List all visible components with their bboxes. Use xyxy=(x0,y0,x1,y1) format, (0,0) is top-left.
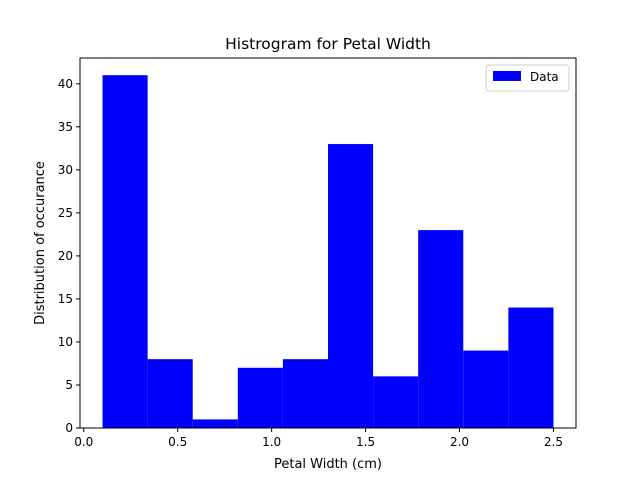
histogram-bar xyxy=(463,350,509,428)
x-tick-label: 0.5 xyxy=(168,435,187,449)
histogram-bar xyxy=(508,307,554,428)
y-tick-label: 35 xyxy=(58,120,73,134)
y-axis-ticks: 0 5 10 15 20 25 30 35 40 xyxy=(58,77,80,435)
legend-swatch xyxy=(493,71,521,81)
histogram-bar xyxy=(328,144,374,428)
histogram-bar xyxy=(102,75,148,429)
histogram-bar xyxy=(418,230,464,428)
legend: Data xyxy=(485,64,570,92)
legend-label: Data xyxy=(530,70,559,84)
x-tick-label: 2.0 xyxy=(450,435,469,449)
histogram-bar xyxy=(237,367,283,428)
y-tick-label: 10 xyxy=(58,335,73,349)
y-tick-label: 40 xyxy=(58,77,73,91)
bars-group xyxy=(102,75,554,429)
y-tick-label: 20 xyxy=(58,249,73,263)
x-tick-label: 1.5 xyxy=(356,435,375,449)
y-tick-label: 15 xyxy=(58,292,73,306)
plot-frame xyxy=(79,57,577,429)
x-tick-label: 1.0 xyxy=(262,435,281,449)
y-tick-label: 30 xyxy=(58,163,73,177)
x-axis-ticks: 0.0 0.5 1.0 1.5 2.0 2.5 xyxy=(74,428,563,449)
y-tick-label: 5 xyxy=(65,378,73,392)
histogram-bar xyxy=(147,359,193,428)
x-tick-label: 2.5 xyxy=(544,435,563,449)
chart-title: Histrogram for Petal Width xyxy=(225,35,431,53)
histogram-bar xyxy=(192,419,238,428)
y-tick-label: 0 xyxy=(65,421,73,435)
histogram-bar xyxy=(282,359,328,428)
x-axis-label: Petal Width (cm) xyxy=(274,457,382,472)
x-tick-label: 0.0 xyxy=(74,435,93,449)
y-tick-label: 25 xyxy=(58,206,73,220)
histogram-bar xyxy=(373,376,419,428)
y-axis-label: Distribution of occurance xyxy=(33,161,48,325)
